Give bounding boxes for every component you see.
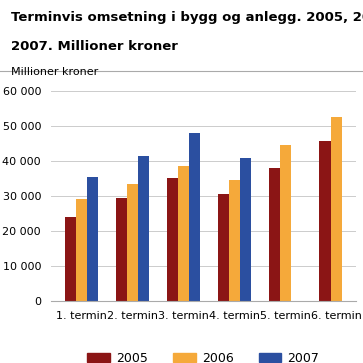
Bar xyxy=(116,198,127,301)
Bar xyxy=(319,142,331,301)
Bar xyxy=(138,155,149,301)
Text: Millioner kroner: Millioner kroner xyxy=(11,67,98,77)
Bar xyxy=(229,180,240,301)
Text: 2007. Millioner kroner: 2007. Millioner kroner xyxy=(11,40,178,53)
Bar xyxy=(178,166,189,301)
Bar xyxy=(331,117,342,301)
Bar xyxy=(167,178,178,301)
Bar xyxy=(240,158,251,301)
Bar xyxy=(127,184,138,301)
Bar xyxy=(280,145,291,301)
Bar xyxy=(269,168,280,301)
Bar xyxy=(217,194,229,301)
Legend: 2005, 2006, 2007: 2005, 2006, 2007 xyxy=(82,347,324,363)
Text: Terminvis omsetning i bygg og anlegg. 2005, 2006 og: Terminvis omsetning i bygg og anlegg. 20… xyxy=(11,11,363,24)
Bar xyxy=(189,132,200,301)
Bar xyxy=(76,199,87,301)
Bar xyxy=(87,176,98,301)
Bar xyxy=(65,217,76,301)
